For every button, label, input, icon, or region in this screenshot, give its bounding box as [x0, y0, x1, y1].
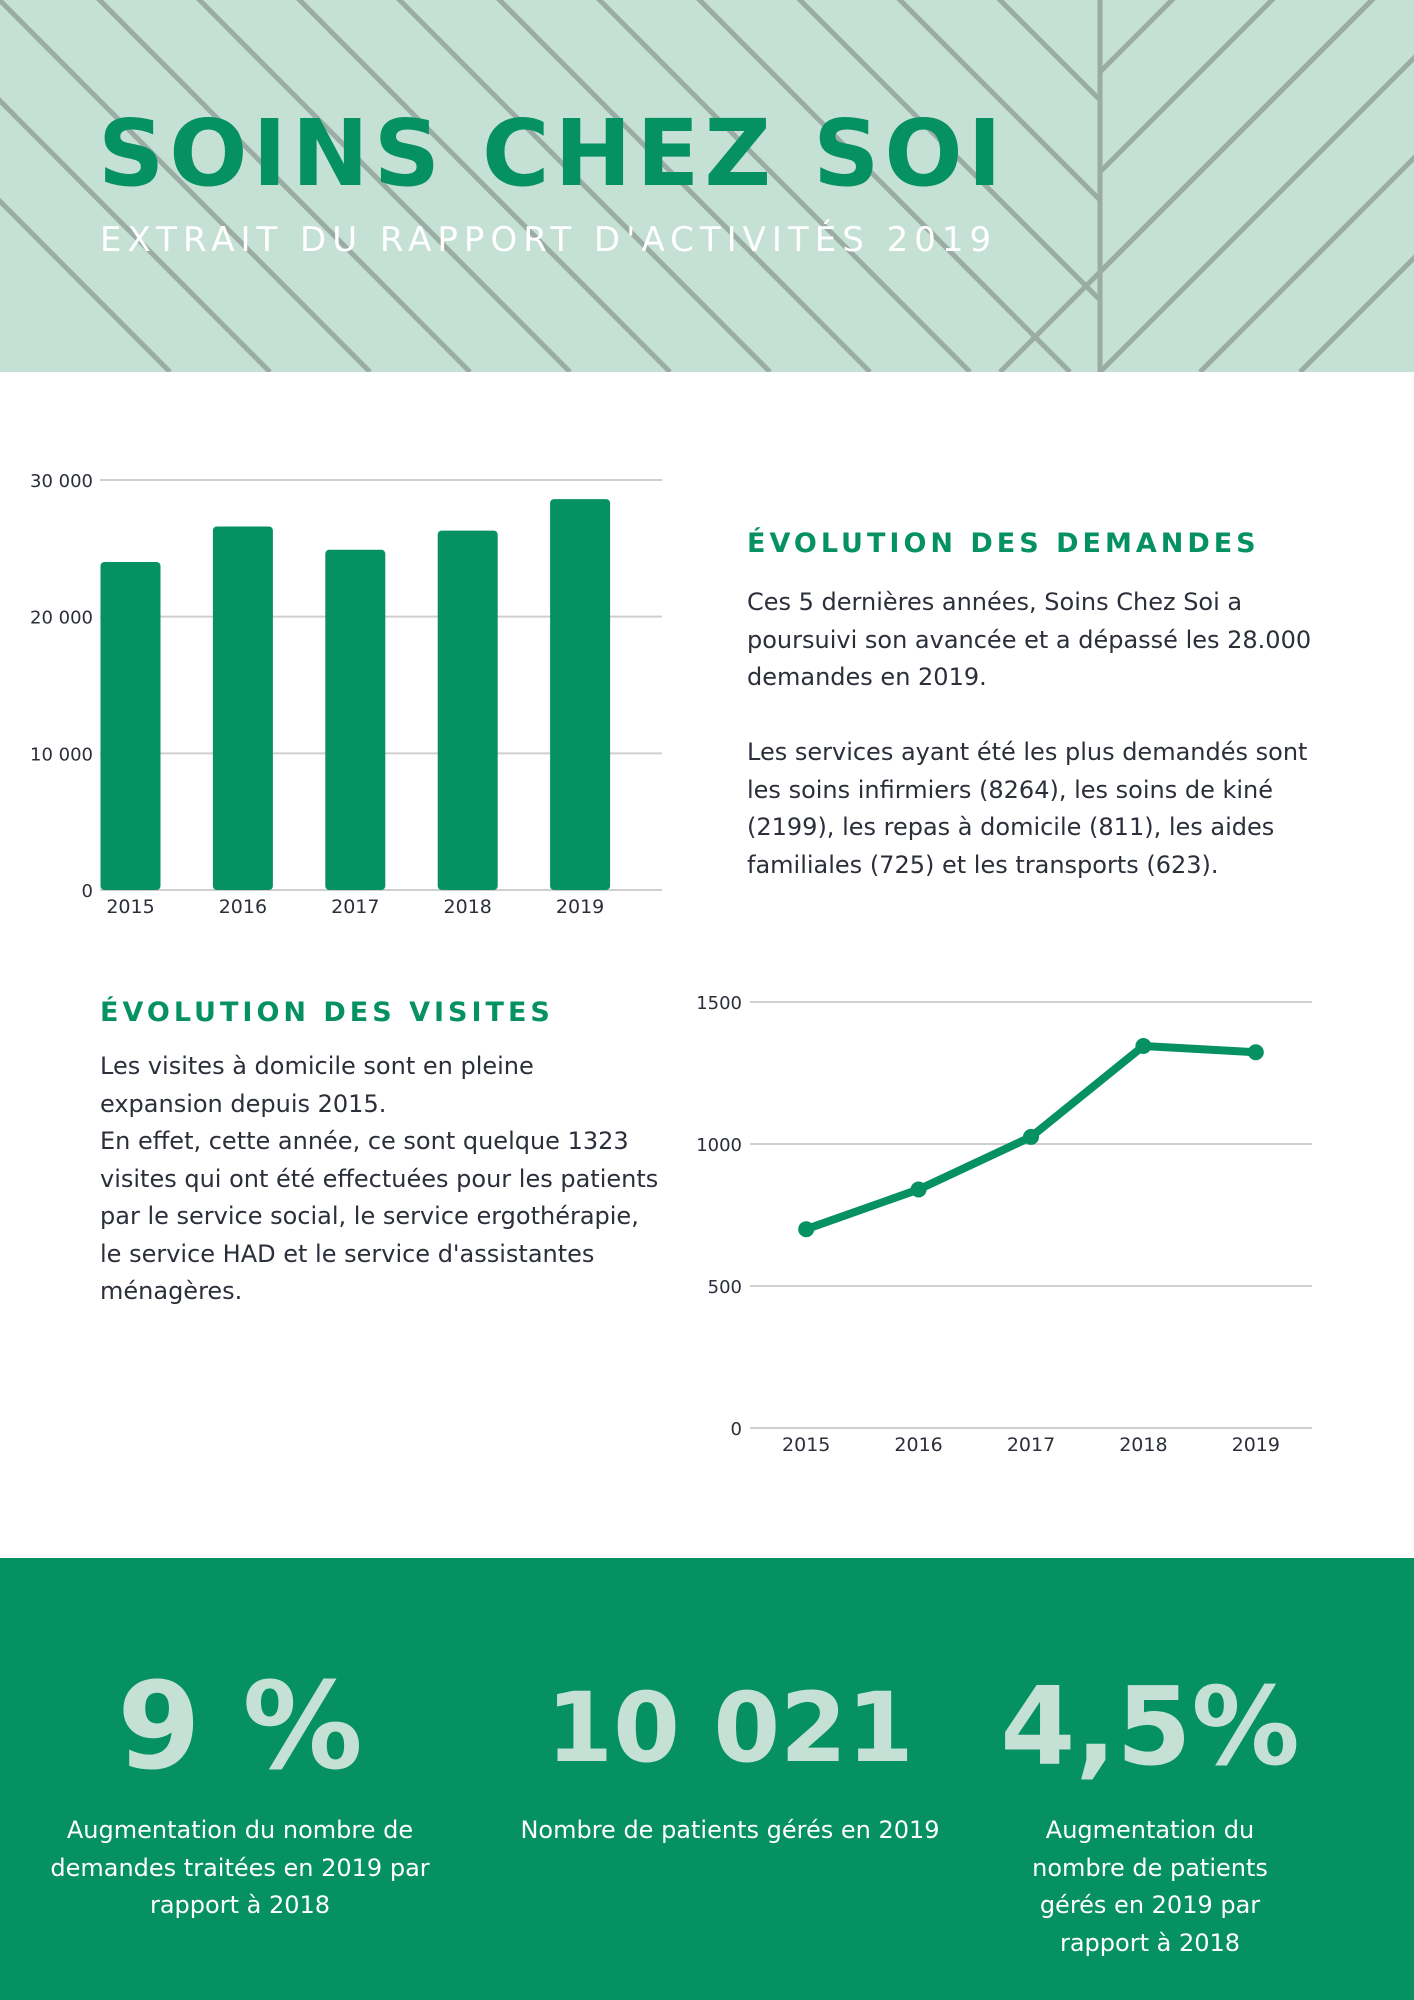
- stat-value: 4,5%: [1000, 1665, 1300, 1790]
- stat-label: Augmentation du nombre de patients gérés…: [1032, 1816, 1268, 1957]
- y-tick-label: 20 000: [30, 608, 93, 629]
- x-tick-label: 2018: [1119, 1434, 1167, 1456]
- visits-heading: ÉVOLUTION DES VISITES: [100, 997, 554, 1028]
- stat-requests-increase: 9 % Augmentation du nombre de demandes t…: [40, 1558, 440, 1925]
- bar-2018: [437, 530, 498, 890]
- requests-paragraph-2: Les services ayant été les plus demandés…: [747, 738, 1308, 879]
- x-tick-label: 2015: [106, 896, 154, 918]
- y-tick-label: 30 000: [30, 471, 93, 492]
- diagonal-stripes-pattern: [0, 0, 1414, 372]
- y-tick-label: 1500: [696, 993, 742, 1014]
- stat-patients-count: 10 021 Nombre de patients gérés en 2019: [500, 1558, 960, 1850]
- x-tick-label: 2018: [444, 896, 492, 918]
- x-tick-label: 2016: [219, 896, 267, 918]
- point-2018: [1135, 1038, 1152, 1055]
- requests-bar-chart: 0 10 000 20 000 30 000 2015 2016 2017 2018 2019: [30, 471, 662, 918]
- x-tick-label: 2016: [894, 1434, 942, 1456]
- visits-paragraph-1: Les visites à domicile sont en pleine ex…: [100, 1052, 534, 1118]
- bar-2015: [100, 562, 161, 890]
- requests-paragraph-1: Ces 5 dernières années, Soins Chez Soi a…: [747, 588, 1312, 691]
- y-tick-label: 1000: [696, 1135, 742, 1156]
- point-2015: [798, 1221, 815, 1238]
- point-2019: [1247, 1044, 1264, 1061]
- header-banner: SOINS CHEZ SOI EXTRAIT DU RAPPORT D'ACTI…: [0, 0, 1414, 372]
- x-tick-label: 2017: [1007, 1434, 1055, 1456]
- x-tick-label: 2019: [556, 896, 604, 918]
- stat-label: Nombre de patients gérés en 2019: [520, 1816, 940, 1844]
- page-subtitle: EXTRAIT DU RAPPORT D'ACTIVITÉS 2019: [100, 220, 998, 260]
- stat-value: 9 %: [117, 1658, 363, 1797]
- visits-paragraph-2: En effet, cette année, ce sont quelque 1…: [100, 1127, 659, 1305]
- stat-patients-increase: 4,5% Augmentation du nombre de patients …: [990, 1558, 1310, 1962]
- x-tick-label: 2019: [1232, 1434, 1280, 1456]
- bar-2019: [550, 499, 611, 890]
- y-tick-label: 0: [731, 1419, 742, 1440]
- bar-2016: [212, 526, 273, 890]
- x-tick-label: 2015: [782, 1434, 830, 1456]
- y-tick-label: 0: [82, 881, 93, 902]
- stat-label: Augmentation du nombre de demandes trait…: [50, 1816, 430, 1919]
- y-tick-label: 500: [708, 1277, 742, 1298]
- point-2017: [1023, 1128, 1039, 1145]
- visits-line-chart: 0 500 1000 1500 2015 2016 2017 2018 2019: [696, 993, 1312, 1456]
- requests-heading: ÉVOLUTION DES DEMANDES: [747, 528, 1260, 559]
- x-tick-label: 2017: [331, 896, 379, 918]
- stats-footer: 9 % Augmentation du nombre de demandes t…: [0, 1558, 1414, 2000]
- page-title: SOINS CHEZ SOI: [98, 100, 1007, 207]
- point-2016: [910, 1181, 927, 1198]
- stat-value: 10 021: [546, 1672, 914, 1784]
- bar-2017: [325, 549, 386, 890]
- y-tick-label: 10 000: [30, 744, 93, 765]
